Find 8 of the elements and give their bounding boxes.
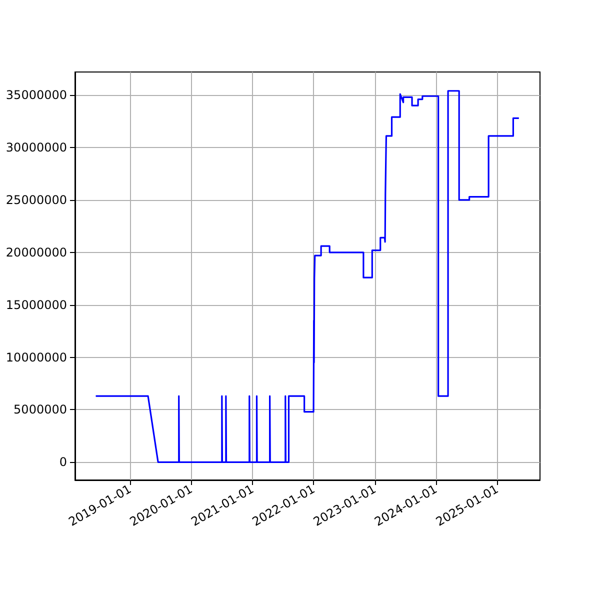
y-tick-label: 30000000 (6, 140, 67, 155)
y-tick-label: 20000000 (6, 245, 67, 260)
y-tick-label: 5000000 (14, 402, 67, 417)
y-tick-label: 35000000 (6, 88, 67, 102)
y-tick-label: 0 (59, 455, 67, 470)
y-tick-label: 25000000 (6, 192, 67, 207)
y-tick-label: 10000000 (6, 350, 67, 364)
y-tick-label: 15000000 (6, 298, 67, 312)
